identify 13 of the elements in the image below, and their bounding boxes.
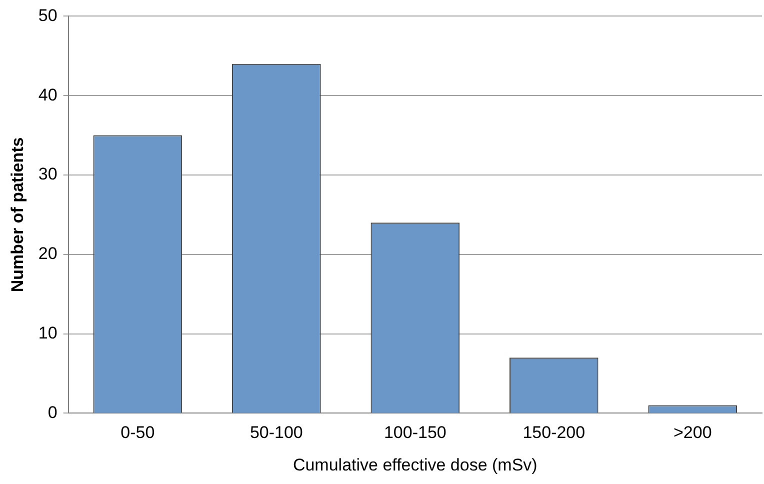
y-tick-label: 30	[38, 164, 58, 184]
y-tick-label: 0	[48, 402, 58, 422]
y-tick-label: 20	[38, 244, 58, 264]
y-axis-title: Number of patients	[8, 137, 27, 292]
y-tick-label: 10	[38, 323, 58, 342]
y-tick-label: 50	[38, 6, 58, 25]
x-tick-label: 0-50	[120, 423, 155, 442]
x-tick-label: 50-100	[250, 423, 303, 442]
x-tick-label: 150-200	[522, 423, 586, 442]
y-tick-label: 40	[38, 85, 58, 104]
x-tick-label: >200	[673, 423, 712, 442]
x-axis-title: Cumulative effective dose (mSv)	[292, 455, 538, 474]
x-tick-label: 100-150	[384, 423, 446, 442]
